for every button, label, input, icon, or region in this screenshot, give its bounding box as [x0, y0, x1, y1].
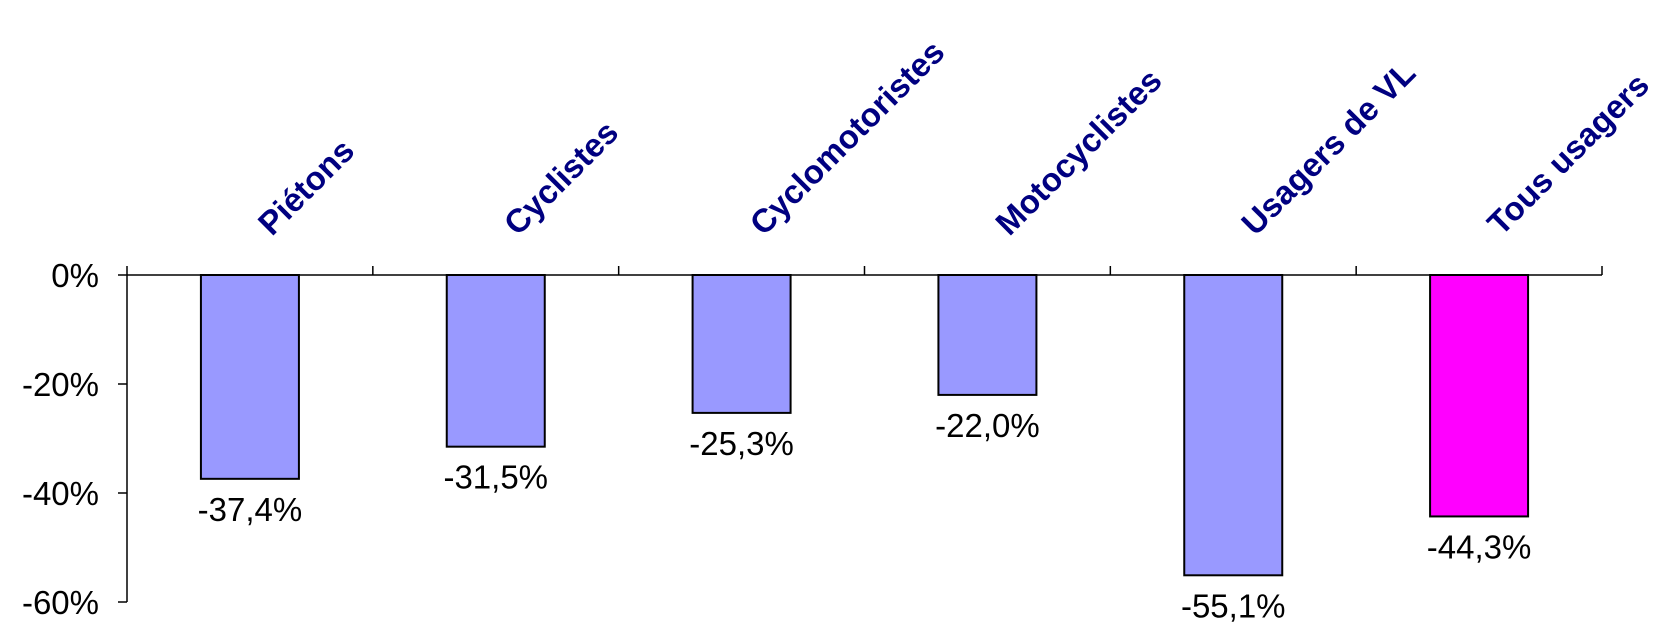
category-label-2: Cyclomotoristes: [742, 33, 951, 242]
bar-2: [691, 274, 792, 414]
data-label-5: -44,3%: [1427, 528, 1532, 565]
y-tick-label-3: -60%: [22, 584, 99, 621]
category-label-3: Motocyclistes: [988, 61, 1168, 241]
y-tick-label-2: -40%: [22, 475, 99, 512]
data-label-1: -31,5%: [443, 459, 548, 496]
axes-group: [118, 266, 1603, 603]
bar-1: [445, 274, 546, 448]
bars-group: [199, 274, 1530, 577]
data-label-2: -25,3%: [689, 425, 794, 462]
data-label-3: -22,0%: [935, 407, 1040, 444]
bar-5: [1429, 274, 1530, 518]
category-label-5: Tous usagers: [1480, 66, 1656, 242]
data-label-0: -37,4%: [198, 491, 303, 528]
category-label-1: Cyclistes: [497, 113, 626, 242]
y-tick-label-1: -20%: [22, 366, 99, 403]
bar-0: [199, 274, 300, 480]
bar-3: [937, 274, 1038, 396]
y-tick-label-0: 0%: [51, 257, 99, 294]
category-label-0: Piétons: [251, 131, 361, 241]
category-label-4: Usagers de VL: [1234, 54, 1422, 242]
bar-4: [1183, 274, 1284, 577]
data-label-4: -55,1%: [1181, 587, 1286, 624]
